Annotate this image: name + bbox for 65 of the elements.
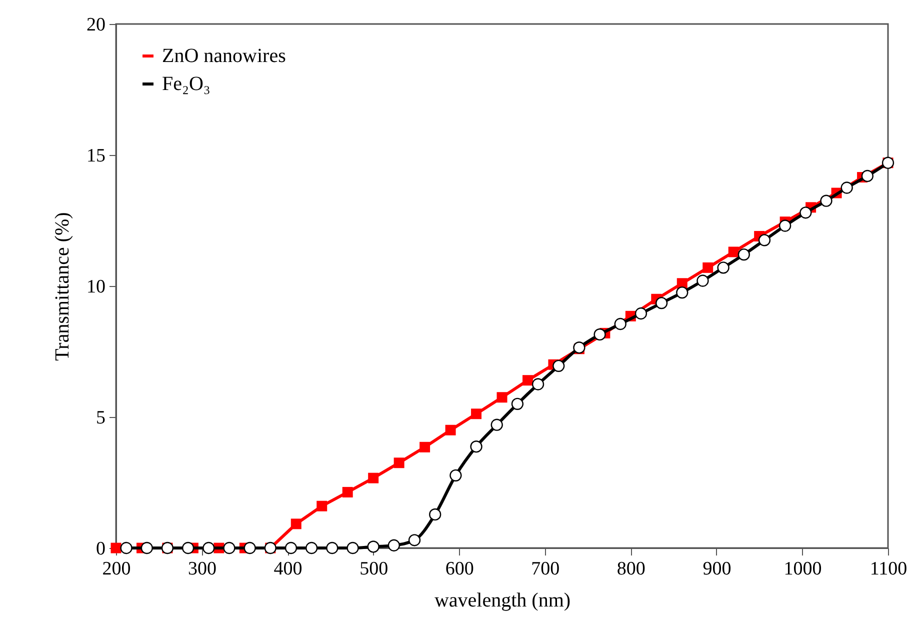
point: [346, 542, 359, 554]
point: [342, 486, 353, 498]
point: [840, 182, 853, 194]
point: [532, 378, 544, 390]
point: [305, 542, 318, 554]
point: [445, 424, 456, 436]
point: [326, 542, 338, 554]
point: [316, 500, 328, 512]
point: [820, 194, 832, 207]
x-axis-title: wavelength (nm): [434, 590, 571, 612]
point: [388, 539, 400, 552]
point: [223, 542, 236, 554]
point: [368, 472, 379, 484]
x-tick-label: 900: [702, 558, 732, 580]
point: [202, 542, 215, 554]
point: [490, 418, 503, 431]
point: [676, 286, 688, 299]
legend-label: ZnO nanowires: [162, 45, 286, 67]
point: [394, 458, 404, 468]
y-tick-label: 20: [86, 14, 106, 36]
point: [522, 375, 533, 386]
point: [634, 307, 648, 320]
y-tick-label: 0: [96, 538, 106, 560]
x-tick-label: 500: [360, 558, 388, 580]
y-tick-label: 10: [86, 276, 106, 298]
point: [702, 262, 714, 273]
point: [120, 542, 132, 554]
y-axis-title: Transmittance (%): [52, 212, 74, 361]
point: [861, 170, 874, 182]
point: [717, 262, 730, 274]
point: [800, 206, 812, 219]
point: [420, 442, 430, 452]
point: [182, 542, 194, 554]
point: [140, 542, 153, 554]
point: [738, 248, 750, 261]
x-tick-label: 400: [274, 558, 302, 580]
point: [655, 296, 668, 310]
x-tick-label: 700: [531, 558, 560, 580]
point: [728, 246, 739, 258]
point: [244, 542, 256, 554]
point: [696, 274, 709, 287]
y-tick-label: 5: [96, 408, 106, 428]
x-tick-label: 1000: [784, 558, 822, 580]
point: [496, 392, 508, 403]
x-tick-label: 200: [102, 558, 131, 580]
x-tick-label: 800: [616, 558, 646, 580]
point: [778, 220, 792, 232]
point: [594, 328, 606, 341]
x-tick-label: 300: [188, 558, 217, 580]
point: [758, 234, 771, 246]
point: [290, 518, 302, 530]
x-tick-label: 1100: [870, 558, 908, 580]
legend-label: Fe₂O₃: [162, 73, 210, 95]
point: [470, 440, 482, 453]
point: [284, 542, 298, 554]
point: [614, 318, 626, 330]
point: [511, 398, 524, 410]
y-tick-label: 15: [86, 146, 106, 166]
point: [367, 540, 380, 553]
point: [408, 534, 421, 546]
point: [429, 508, 442, 521]
point: [471, 408, 482, 420]
point: [450, 469, 462, 482]
point: [552, 360, 565, 372]
x-tick-label: 600: [445, 558, 474, 580]
